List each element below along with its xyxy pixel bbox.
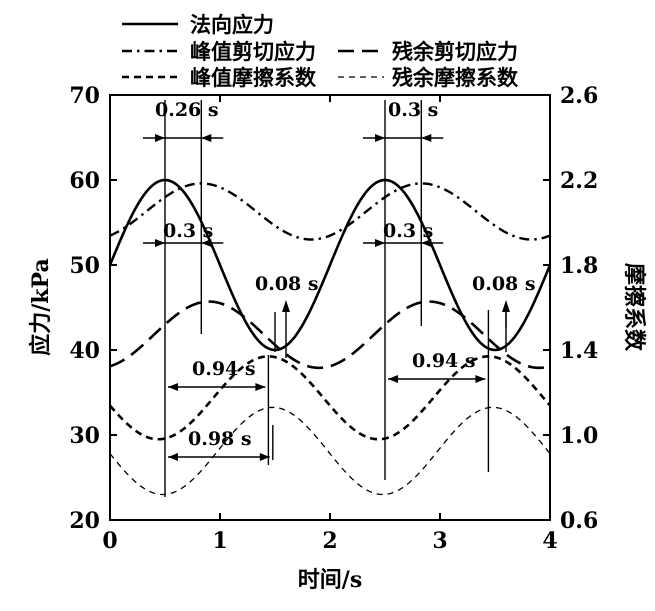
y2-tick-label: 2.6 (560, 83, 598, 109)
annotation-label: 0.26 s (155, 99, 219, 121)
series-line-solid (108, 178, 552, 352)
y-tick-label: 20 (69, 508, 100, 534)
y2-tick-label: 1.0 (560, 423, 598, 449)
annotation-label: 0.08 s (472, 273, 536, 295)
annotation-arrowhead (475, 375, 486, 383)
x-axis-title: 时间/s (298, 567, 362, 593)
annotation-arrowhead (259, 453, 270, 461)
x-tick-label: 0 (102, 528, 117, 554)
legend-label: 残余剪切应力 (392, 39, 518, 64)
y2-tick-label: 0.6 (560, 508, 598, 534)
annotation-arrowhead (168, 453, 178, 461)
annotation-label: 0.3 s (383, 220, 433, 242)
annotation-label: 0.3 s (388, 99, 438, 121)
y-tick-label: 60 (69, 168, 100, 194)
annotation-arrowhead (155, 134, 165, 142)
annotation-arrowhead (282, 300, 290, 312)
series-line-shortdash (109, 355, 551, 441)
y-axis-title: 应力/kPa (28, 258, 54, 356)
y2-axis-title: 摩擦系数 (621, 263, 647, 352)
legend-label: 峰值剪切应力 (190, 39, 316, 64)
series-line-longdash (109, 300, 551, 370)
y2-tick-label: 1.8 (560, 253, 598, 279)
annotation-arrowhead (255, 383, 266, 391)
annotation-arrowhead (155, 239, 165, 247)
y-tick-label: 40 (69, 338, 100, 364)
annotation-arrowhead (201, 239, 212, 247)
y2-tick-label: 2.2 (560, 168, 598, 194)
series-line-dashdot (109, 182, 551, 241)
y-tick-label: 70 (69, 83, 100, 109)
x-tick-label: 1 (212, 528, 227, 554)
x-tick-label: 2 (322, 528, 337, 554)
series-layer (108, 178, 552, 496)
annotation-arrowhead (375, 134, 385, 142)
annotation-arrowhead (421, 134, 432, 142)
annotation-layer: 0.26 s 0.3 s 0.3 s 0.3 s 0.08 s 0.08 s 0.94 s 0… (143, 99, 536, 497)
legend-label: 残余摩擦系数 (392, 65, 519, 90)
annotation-arrowhead (502, 300, 510, 312)
annotation-arrowhead (421, 239, 432, 247)
annotation-label: 0.3 s (163, 220, 213, 242)
y-tick-label: 50 (69, 253, 100, 279)
legend-label: 峰值摩擦系数 (190, 65, 317, 90)
annotation-label: 0.08 s (255, 273, 319, 295)
legend-label: 法向应力 (190, 12, 274, 37)
annotation-arrowhead (388, 375, 398, 383)
y-tick-label: 30 (69, 423, 100, 449)
annotation-arrowhead (375, 239, 385, 247)
annotation-label: 0.98 s (188, 428, 252, 450)
annotation-arrowhead (201, 134, 212, 142)
series-line-thindash (109, 406, 551, 496)
annotation-arrowhead (168, 383, 178, 391)
y2-tick-label: 1.4 (560, 338, 598, 364)
axis-layer: 0 1 2 3 4 20 30 40 50 60 70 0.6 1.0 1.4 1.8 2.2 2.6 (69, 83, 598, 554)
x-tick-label: 3 (432, 528, 447, 554)
annotation-label: 0.94 s (412, 350, 476, 372)
annotation-label: 0.94 s (192, 358, 256, 380)
x-tick-label: 4 (542, 528, 557, 554)
